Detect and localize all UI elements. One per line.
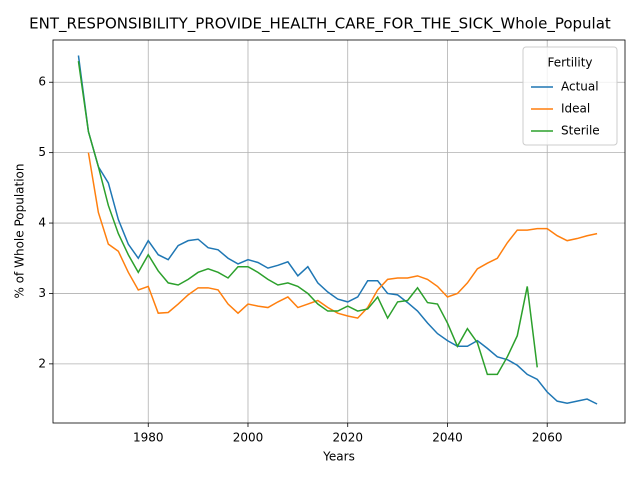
y-tick-label: 4 [38,216,46,230]
legend-title: Fertility [547,56,592,70]
chart-title: ENT_RESPONSIBILITY_PROVIDE_HEALTH_CARE_F… [29,15,611,34]
legend-label: Actual [561,80,599,94]
legend-label: Sterile [561,124,600,138]
plot-frame [52,39,626,424]
line [87,152,598,319]
x-tick-label: 2060 [532,431,563,445]
x-tick-label: 2000 [233,431,264,445]
legend-box [522,46,618,146]
x-tick-label: 2040 [432,431,463,445]
x-tick-label: 2020 [332,431,363,445]
y-axis-label: % of Whole Population [13,164,27,299]
y-tick-label: 3 [38,286,46,300]
line [77,55,598,405]
y-tick-label: 5 [38,145,46,159]
x-tick-label: 1980 [133,431,164,445]
line [77,61,538,376]
y-tick-label: 6 [38,75,46,89]
y-tick-label: 2 [38,356,46,370]
x-axis-label: Years [322,450,355,464]
legend-label: Ideal [561,102,590,116]
